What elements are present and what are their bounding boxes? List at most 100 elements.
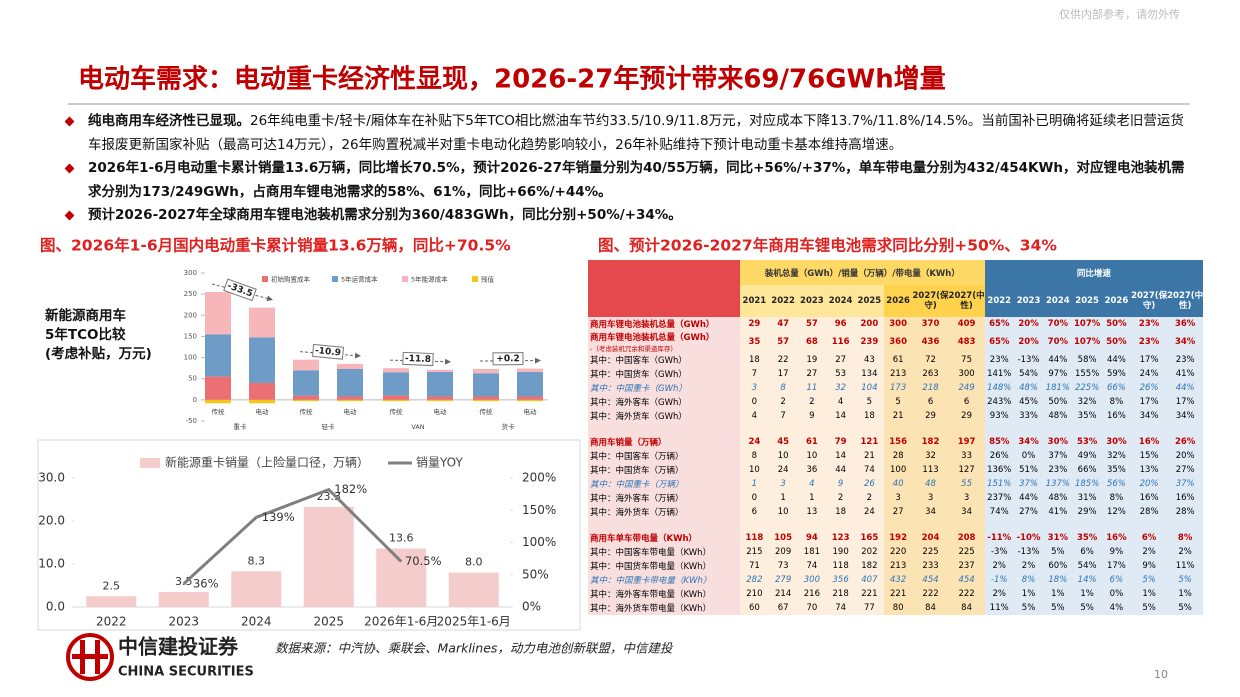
yoy-cell: 20% (1131, 477, 1168, 491)
row-label: 其中：中国重卡带电量（KWh） (588, 573, 740, 587)
value-cell: 6 (912, 395, 949, 409)
gap-cell (984, 519, 1014, 531)
value-cell: 14 (826, 409, 855, 423)
value-cell: 0 (740, 395, 769, 409)
yoy-cell: 30% (1043, 435, 1073, 449)
yoy-line (182, 487, 403, 585)
yoy-cell: 137% (1043, 477, 1073, 491)
watermark: 仅供内部参考，请勿外传 (1059, 7, 1180, 21)
row-label-text: 其中：中国客车（GWh） (590, 356, 687, 366)
value-cell: 300 (883, 317, 913, 331)
yoy-cell: 8% (1101, 395, 1132, 409)
yoy-cell: -10% (1013, 531, 1044, 545)
yoy-cell: 70% (1043, 331, 1073, 353)
value-cell: 123 (826, 531, 855, 545)
yoy-cell: 48% (1043, 491, 1073, 505)
value-cell: 17 (768, 367, 798, 381)
value-cell: 181 (797, 545, 827, 559)
value-cell: 43 (855, 353, 884, 367)
yoy-cell: 31% (1072, 491, 1102, 505)
row-label: 其中：中国货车（GWh） (588, 367, 740, 381)
value-cell: 300 (948, 367, 985, 381)
value-cell: 249 (948, 381, 985, 395)
y-tick-label: 20.0 (38, 514, 65, 528)
table-row: 商用车锂电池装机总量（GWh） 29 47 57 96 200 300 370 409 65% 20… (588, 317, 1204, 331)
bar-segment (205, 292, 231, 335)
year-header: 2021 (740, 285, 769, 317)
value-cell: 75 (948, 353, 985, 367)
value-cell: 225 (948, 545, 985, 559)
value-cell: 74 (855, 463, 884, 477)
bar-segment (205, 334, 231, 377)
yoy-cell: 20% (1013, 317, 1044, 331)
yoy-cell: 16% (1131, 435, 1168, 449)
value-cell: 200 (855, 317, 884, 331)
yoy-cell: 34% (1013, 435, 1044, 449)
bar (86, 596, 137, 607)
value-cell: 156 (883, 435, 913, 449)
side-label: 新能源商用车 (45, 307, 126, 324)
yoy-cell: 5% (1167, 573, 1204, 587)
value-cell: 118 (740, 531, 769, 545)
value-cell: 72 (912, 353, 949, 367)
value-cell: 21 (883, 409, 913, 423)
row-label: 其中：海外客车（万辆） (588, 491, 740, 505)
bar-segment (293, 370, 319, 396)
yoy-cell: 2% (984, 587, 1014, 601)
table-row: 其中：海外货车（万辆） 6 10 13 18 24 27 34 34 74% 27% 41% 29% 12… (588, 505, 1204, 519)
row-label-text: 其中：中国货车（万辆） (590, 466, 684, 476)
yoy-cell: 6% (1072, 545, 1102, 559)
value-cell: 216 (797, 587, 827, 601)
line-label: 139% (262, 510, 295, 524)
yoy-cell: 32% (1072, 395, 1102, 409)
gap-cell (826, 519, 855, 531)
yoy-cell: 37% (1167, 477, 1204, 491)
yoy-cell: 93% (984, 409, 1014, 423)
gap-cell (1072, 423, 1102, 435)
yoy-cell: 17% (1131, 353, 1168, 367)
value-cell: 282 (740, 573, 769, 587)
value-cell: 370 (912, 317, 949, 331)
x-tick-label: 电动 (256, 407, 270, 416)
x-tick-label: 传统 (300, 407, 314, 416)
value-cell: 221 (883, 587, 913, 601)
gap-cell (912, 423, 949, 435)
value-cell: 55 (948, 477, 985, 491)
yoy-cell: 225% (1072, 381, 1102, 395)
yoy-header: 2027(中性) (1167, 285, 1204, 317)
y-tick-label: 0 (193, 396, 197, 404)
value-cell: 24 (855, 505, 884, 519)
value-cell: 29 (912, 409, 949, 423)
y2-tick-label: 150% (522, 503, 556, 517)
y-tick-label: 50 (188, 375, 197, 383)
value-cell: 215 (740, 545, 769, 559)
value-cell: 3 (883, 491, 913, 505)
yoy-cell: 6% (1101, 573, 1132, 587)
bullet-text: 26年纯电重卡/轻卡/厢体车在补贴下5年TCO相比燃油车节约33.5/10.9/… (88, 113, 1184, 153)
value-cell: 35 (740, 331, 769, 353)
yoy-cell: 45% (1013, 395, 1044, 409)
value-cell: 68 (797, 331, 827, 353)
row-label-text: 其中：海外客车（GWh） (590, 398, 687, 408)
yoy-cell: 28% (1167, 505, 1204, 519)
yoy-cell: 23% (1167, 353, 1204, 367)
yoy-cell: 53% (1072, 435, 1102, 449)
value-cell: 5 (883, 395, 913, 409)
year-header: 2022 (768, 285, 798, 317)
yoy-cell: 12% (1101, 505, 1132, 519)
yoy-cell: 5% (1167, 601, 1204, 615)
yoy-cell: 18% (1043, 573, 1073, 587)
row-label: 其中：海外货车（GWh） (588, 409, 740, 423)
value-cell: 116 (826, 331, 855, 353)
value-cell: 239 (855, 331, 884, 353)
value-cell: 208 (948, 531, 985, 545)
y-tick-label: 200 (184, 311, 197, 319)
gap-cell (1013, 423, 1044, 435)
row-label-text: 其中：中国货车带电量（KWh） (590, 562, 712, 572)
slide-title: 电动车需求：电动重卡经济性显现，2026-27年预计带来69/76GWh增量 (78, 64, 946, 95)
gap-cell (797, 519, 827, 531)
yoy-cell: 5% (1043, 601, 1073, 615)
value-cell: 27 (826, 353, 855, 367)
value-cell: 209 (768, 545, 798, 559)
